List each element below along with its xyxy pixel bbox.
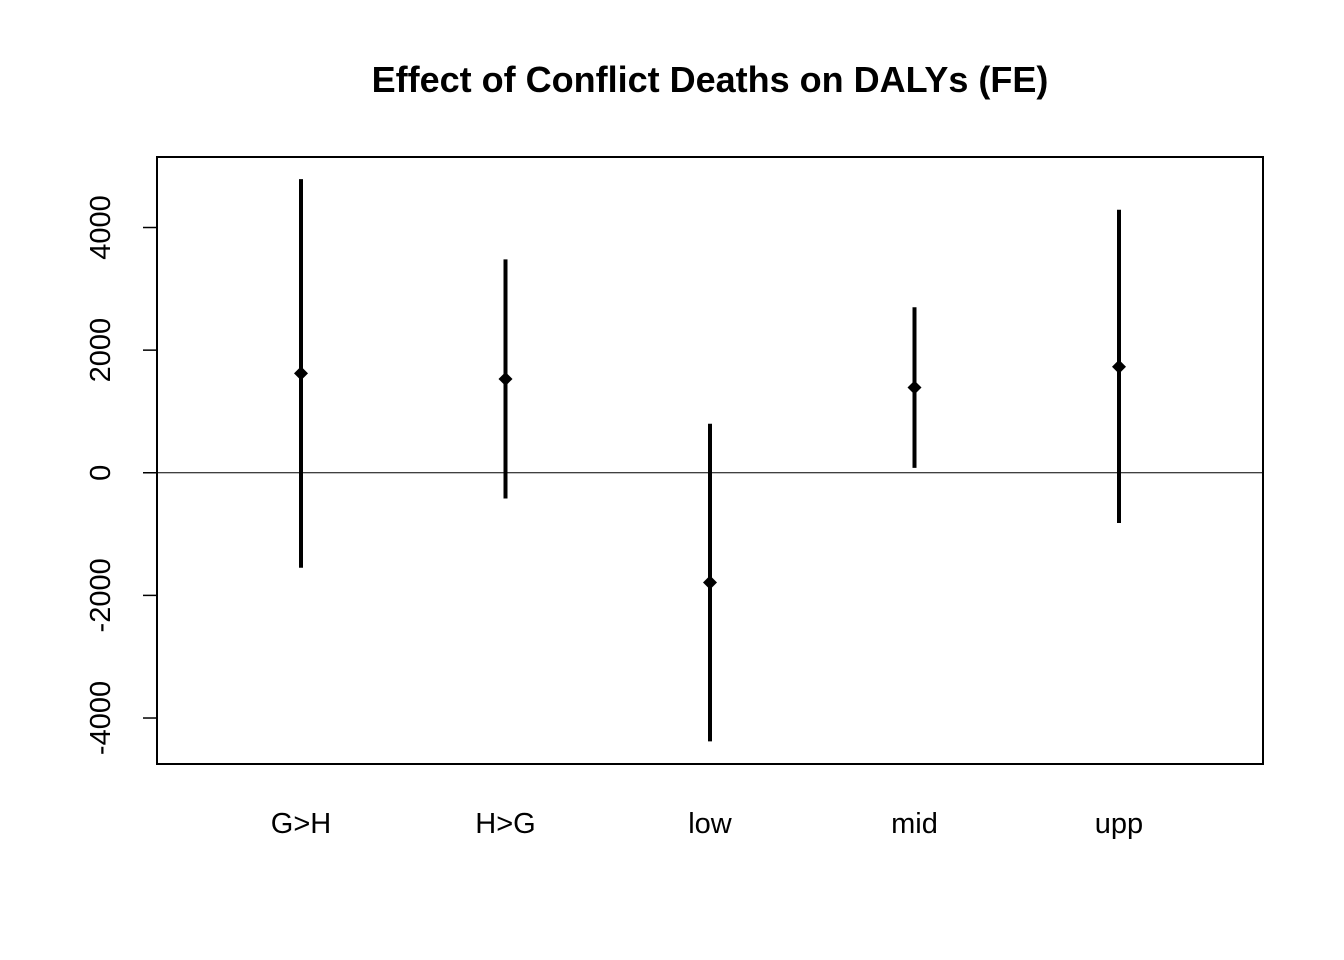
x-tick-label: H>G (475, 808, 535, 840)
y-tick-label: -4000 (85, 681, 117, 755)
x-axis: G>H H>G low mid upp (271, 808, 1143, 840)
point-estimate (294, 366, 308, 381)
y-tick-label: -2000 (85, 558, 117, 632)
error-bars (157, 179, 1263, 742)
y-tick-label: 2000 (85, 318, 117, 383)
point-estimate (498, 371, 513, 386)
x-tick-label: mid (891, 808, 938, 840)
x-tick-label: upp (1095, 808, 1143, 840)
point-estimate (703, 575, 717, 590)
y-axis: -4000 -2000 0 2000 4000 (85, 195, 157, 755)
x-tick-label: G>H (271, 808, 331, 840)
chart-title: Effect of Conflict Deaths on DALYs (FE) (372, 59, 1049, 100)
y-tick-label: 4000 (85, 195, 117, 260)
y-tick-label: 0 (85, 465, 117, 481)
x-tick-label: low (688, 808, 733, 840)
point-estimate (907, 380, 922, 395)
point-estimate (1112, 359, 1126, 374)
plot-frame (156, 156, 1264, 765)
